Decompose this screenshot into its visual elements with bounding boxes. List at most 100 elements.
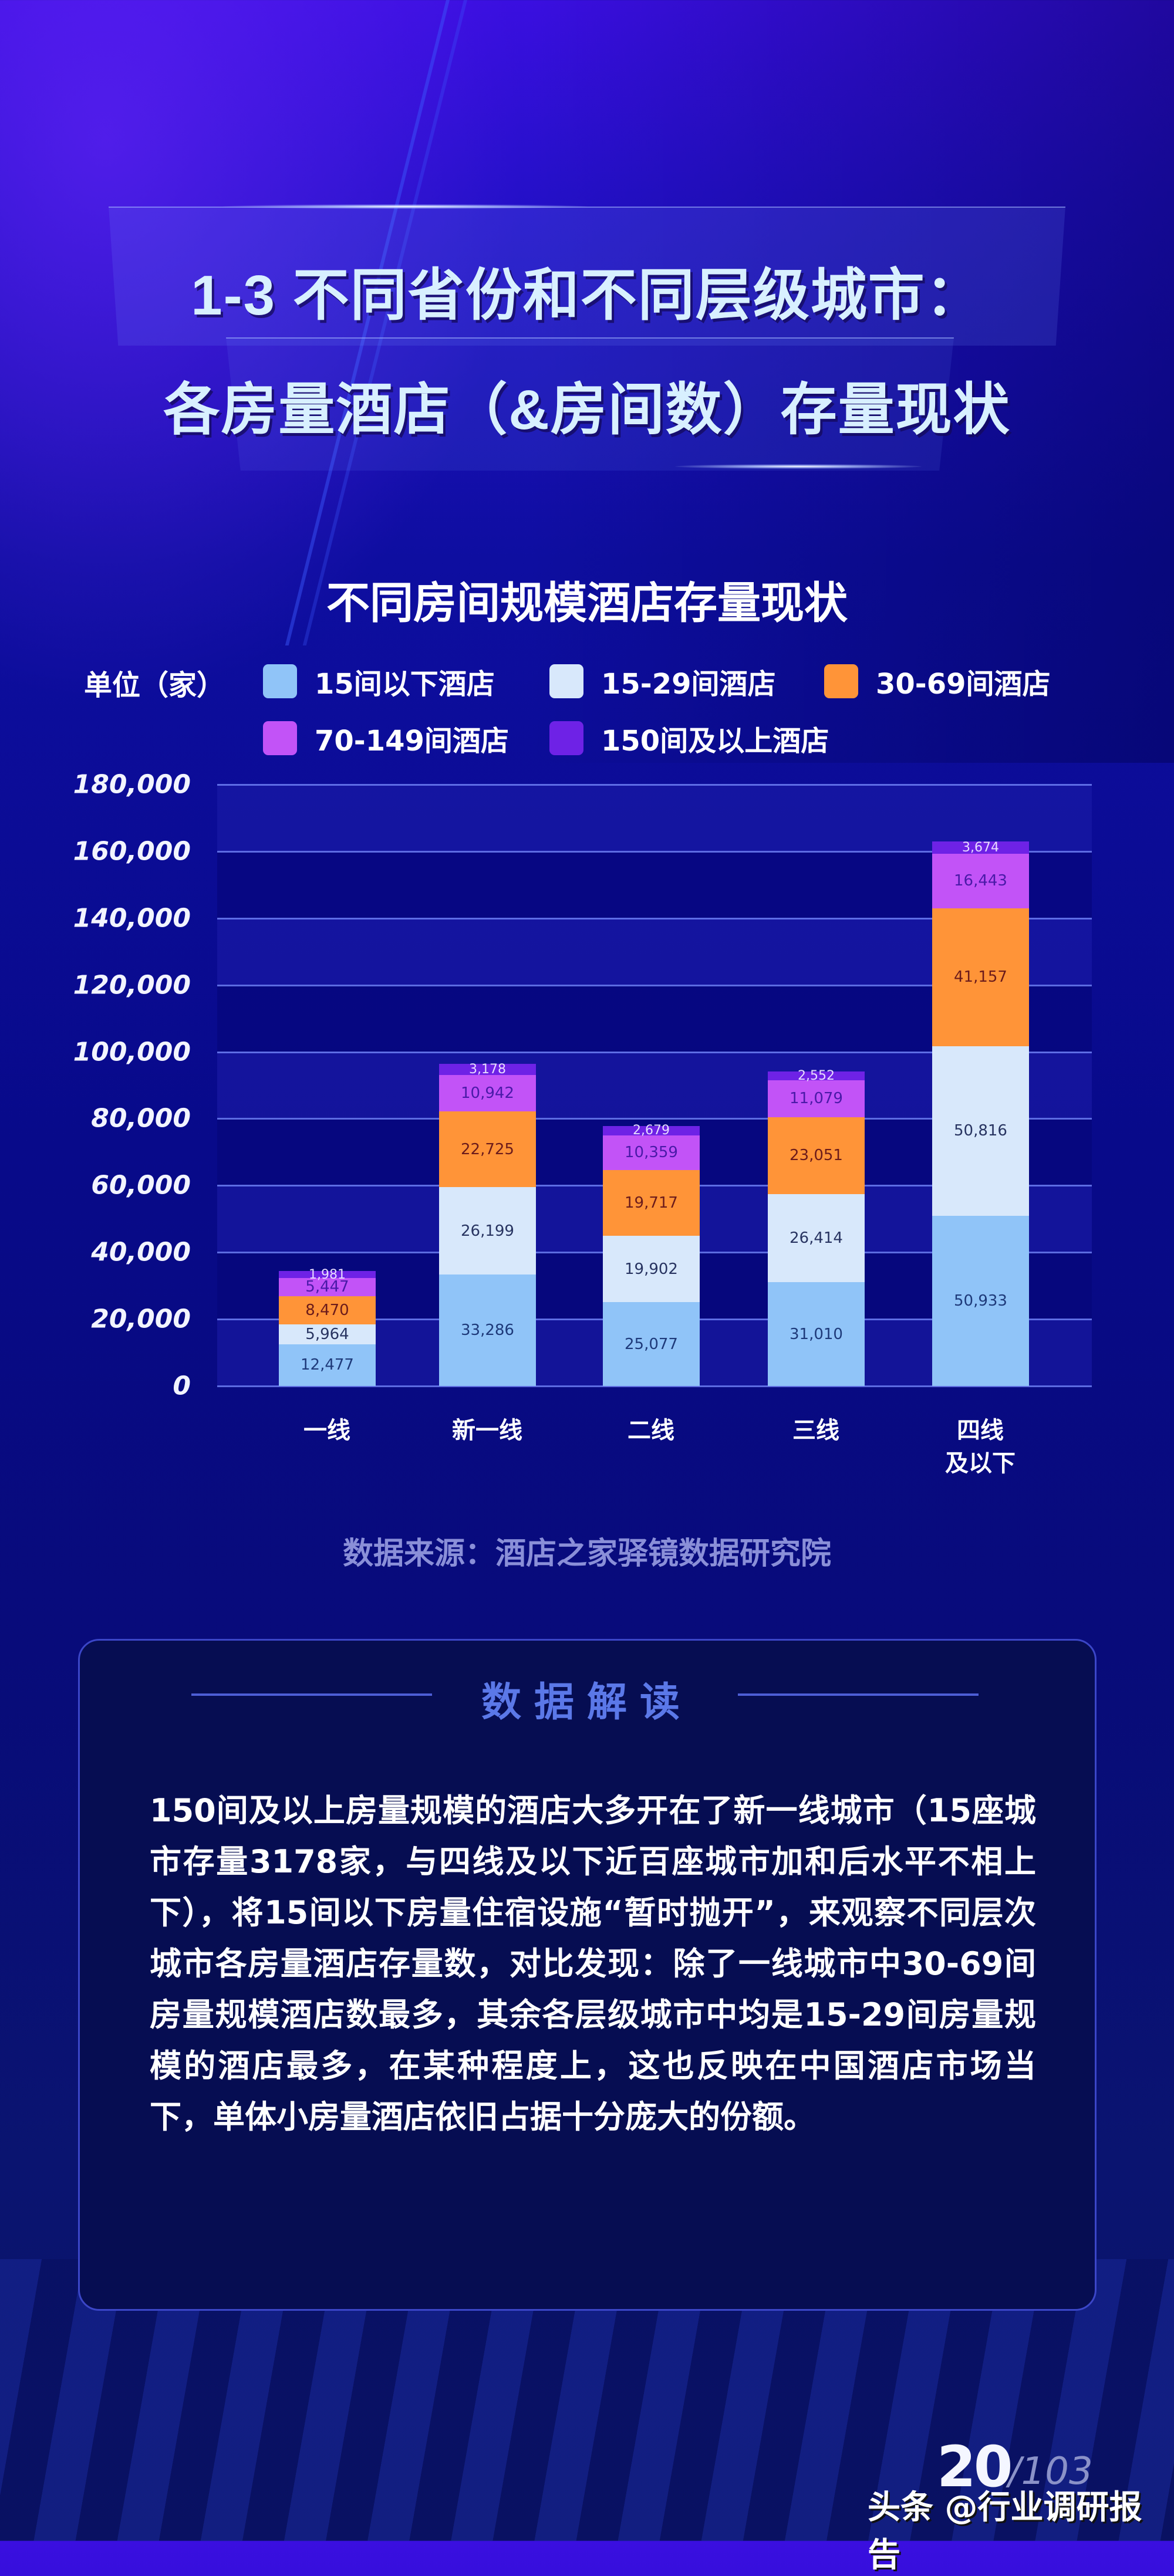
bar-segment: 1,981: [279, 1267, 376, 1282]
data-label: 26,199: [461, 1222, 514, 1240]
title-panel-upper: [109, 207, 1065, 346]
data-label: 31,010: [790, 1325, 843, 1343]
background-shade: [528, 0, 1174, 763]
bar-segment: 50,933: [932, 1215, 1029, 1386]
y-tick-label: 160,000: [73, 836, 191, 867]
bar-segment: 5,964: [279, 1324, 376, 1344]
legend-item: 15-29间酒店: [549, 661, 776, 702]
data-label: 11,079: [790, 1090, 843, 1108]
bar-segment: 8,470: [279, 1296, 376, 1324]
stacked-bar: 25,077 19,902 19,717 10,359 2,679: [603, 1123, 700, 1386]
bar-segment: 23,051: [768, 1117, 865, 1194]
title-glow-decoration: [223, 204, 587, 209]
stacked-bar: 50,933 50,816 41,157 16,443 3,674: [932, 840, 1029, 1386]
legend-label: 150间及以上酒店: [601, 725, 829, 758]
gridline: [217, 1118, 1092, 1120]
background-glow: [0, 0, 528, 704]
x-tick-label: 三线: [792, 1417, 839, 1444]
data-label: 10,942: [461, 1084, 514, 1102]
gridline: [217, 1385, 1092, 1387]
bar-segment: 11,079: [768, 1080, 865, 1117]
gridline: [217, 917, 1092, 919]
data-source: 数据来源：酒店之家驿镜数据研究院: [342, 1536, 831, 1571]
chart-plot-area: 12,477 5,964 8,470 5,447 1,981 33,286 26,199 22…: [217, 784, 1092, 1387]
bar-segment: 10,942: [439, 1074, 536, 1111]
y-tick-label: 180,000: [73, 769, 191, 800]
legend-swatch: [549, 721, 583, 755]
heading-divider-left: [191, 1693, 432, 1696]
legend-swatch: [824, 664, 858, 698]
title-panel-lower: [226, 337, 954, 471]
gridline: [217, 1051, 1092, 1053]
bar-segment: 2,679: [603, 1123, 700, 1138]
data-label: 5,964: [305, 1325, 349, 1343]
data-label: 19,902: [625, 1260, 678, 1278]
data-label: 8,470: [305, 1301, 349, 1319]
data-label: 1,981: [309, 1267, 346, 1282]
title-glow-decoration: [675, 464, 922, 469]
insight-heading: 数据解读: [481, 1679, 693, 1726]
page-number-total: /103: [1008, 2450, 1093, 2493]
bar-segment: 3,178: [439, 1062, 536, 1077]
legend-swatch: [549, 664, 583, 698]
data-label: 2,552: [798, 1068, 835, 1083]
grid-band: [217, 785, 1092, 851]
data-label: 26,414: [790, 1229, 843, 1248]
legend-label: 30-69间酒店: [876, 668, 1051, 701]
bar-segment: 19,717: [603, 1169, 700, 1236]
legend-swatch: [263, 721, 297, 755]
gridline: [217, 984, 1092, 986]
y-tick-label: 80,000: [91, 1103, 191, 1134]
bar-segment: 26,199: [439, 1187, 536, 1275]
legend-swatch: [263, 664, 297, 698]
watermark: 头条 @行业调研报告: [868, 2489, 1142, 2574]
bar-segment: 22,725: [439, 1111, 536, 1188]
bar-segment: 10,359: [603, 1135, 700, 1170]
bar-segment: 33,286: [439, 1275, 536, 1386]
bar-segment: 31,010: [768, 1282, 865, 1386]
data-label: 41,157: [954, 968, 1007, 986]
x-tick-label: 一线: [303, 1417, 350, 1444]
stacked-bar: 31,010 26,414 23,051 11,079 2,552: [768, 1068, 865, 1386]
y-tick-label: 100,000: [73, 1037, 191, 1067]
legend-item: 70-149间酒店: [263, 718, 509, 759]
bar-segment: 25,077: [603, 1302, 700, 1386]
y-tick-label: 140,000: [73, 903, 191, 934]
legend-item: 15间以下酒店: [263, 661, 495, 702]
legend-label: 70-149间酒店: [315, 725, 509, 758]
data-label: 25,077: [625, 1335, 678, 1353]
stacked-bar: 12,477 5,964 8,470 5,447 1,981: [279, 1267, 376, 1386]
page-number-current: 20: [937, 2434, 1013, 2500]
bar-segment: 5,447: [279, 1277, 376, 1296]
data-label: 50,816: [954, 1122, 1007, 1140]
bar-segment: 2,552: [768, 1068, 865, 1083]
chart-title: 不同房间规模酒店存量现状: [326, 579, 848, 627]
insight-paragraph: 150间及以上房量规模的酒店大多开在了新一线城市（15座城市存量3178家，与四…: [150, 1792, 1036, 2135]
y-tick-label: 120,000: [73, 970, 191, 1000]
data-label: 12,477: [301, 1356, 354, 1374]
legend-label: 15间以下酒店: [315, 668, 495, 701]
data-label: 2,679: [633, 1123, 670, 1138]
y-tick-label: 0: [173, 1371, 191, 1401]
bar-segment: 3,674: [932, 840, 1029, 855]
bar-segment: 16,443: [932, 853, 1029, 909]
data-label: 5,447: [305, 1278, 349, 1296]
legend-item: 150间及以上酒店: [549, 718, 829, 759]
data-label: 23,051: [790, 1147, 843, 1165]
bar-segment: 41,157: [932, 908, 1029, 1046]
y-tick-label: 20,000: [91, 1304, 191, 1334]
x-tick-label: 新一线: [452, 1417, 522, 1444]
page-title-line2: 各房量酒店（&房间数）存量现状: [163, 378, 1011, 441]
data-label: 50,933: [954, 1292, 1007, 1310]
data-label: 3,178: [469, 1062, 506, 1077]
bar-segment: 12,477: [279, 1344, 376, 1386]
legend-item: 30-69间酒店: [824, 661, 1051, 702]
stacked-bar: 33,286 26,199 22,725 10,942 3,178: [439, 1062, 536, 1386]
y-tick-label: 40,000: [91, 1237, 191, 1267]
data-label: 22,725: [461, 1140, 514, 1158]
gridline: [217, 850, 1092, 853]
data-label: 16,443: [954, 872, 1007, 890]
data-label: 19,717: [625, 1194, 678, 1212]
bar-segment: 26,414: [768, 1194, 865, 1283]
data-label: 10,359: [625, 1144, 678, 1162]
